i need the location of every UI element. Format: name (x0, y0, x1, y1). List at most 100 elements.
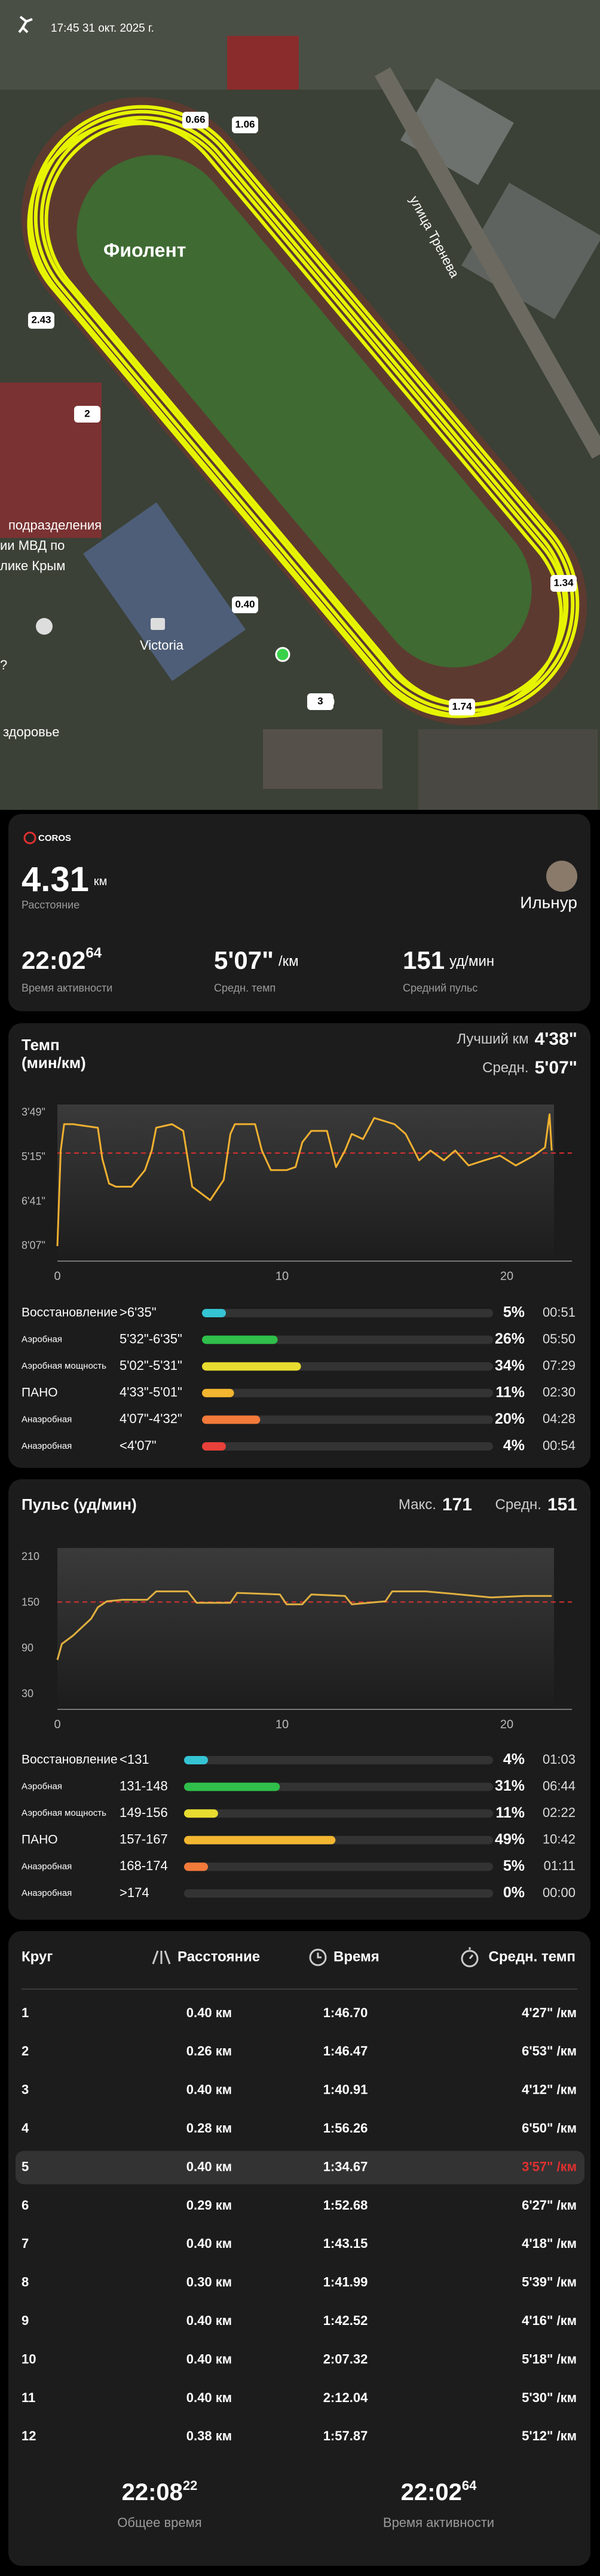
zone-name: Аэробная (22, 1335, 62, 1345)
lap-pace: 4'16" /км (522, 2313, 577, 2328)
zone-bar (202, 1335, 278, 1344)
total-time: 22:0822 (122, 2478, 198, 2505)
lap-distance: 0.30 км (186, 2275, 232, 2290)
place-label: здоровье (3, 724, 60, 739)
lap-number: 12 (22, 2428, 36, 2443)
lap-distance: 0.26 км (186, 2043, 232, 2058)
y-tick-label: 3'49" (22, 1106, 45, 1118)
zone-name: Восстановление (22, 1753, 118, 1767)
zone-percent: 11% (495, 1804, 525, 1821)
lap-number: 4 (22, 2121, 29, 2136)
y-tick-label: 30 (22, 1687, 33, 1699)
zone-time: 06:44 (543, 1778, 575, 1793)
km-marker: 0.40 (235, 598, 255, 610)
place-label: лике Крым (0, 558, 65, 573)
zone-name: Анаэробная (22, 1414, 72, 1424)
max-hr: Макс. 171 (399, 1495, 472, 1515)
zone-range: 5'02"-5'31" (120, 1358, 182, 1373)
avatar[interactable] (546, 861, 577, 892)
place-label: Victoria (140, 638, 184, 653)
lap-time: 1:41.99 (323, 2275, 368, 2290)
x-tick-label: 0 (54, 1269, 60, 1283)
zone-time: 10:42 (543, 1832, 575, 1847)
lap-pace: 6'53" /км (522, 2043, 577, 2058)
map[interactable]: Фиолент улица Тренева подразделения ии М… (0, 0, 600, 810)
data-line (56, 1590, 552, 1660)
active-time: 22:0264 (401, 2478, 477, 2505)
zone-range: 131-148 (120, 1778, 168, 1793)
distance: 4.31 км (22, 860, 107, 899)
zone-bar (202, 1388, 234, 1397)
lap-distance: 0.28 км (186, 2121, 232, 2136)
zone-range: 4'07"-4'32" (120, 1411, 182, 1426)
zone-bar (202, 1309, 226, 1317)
distance-label: Расстояние (22, 899, 79, 911)
km-marker-bg (307, 693, 333, 710)
place-label: ? (0, 657, 7, 672)
total-time-label: Общее время (117, 2515, 201, 2530)
y-tick-label: 5'15" (22, 1151, 45, 1162)
lap-pace: 4'18" /км (522, 2236, 577, 2251)
km-marker-bg (232, 117, 258, 133)
lap-pace: 5'12" /км (522, 2428, 577, 2443)
place-label: подразделения (8, 518, 102, 533)
zone-percent: 5% (503, 1858, 525, 1874)
zone-name: Аэробная мощность (22, 1808, 106, 1818)
avg-hr: Средн. 151 (495, 1495, 578, 1515)
lap-number: 10 (22, 2351, 36, 2366)
lap-pace: 6'27" /км (522, 2198, 577, 2213)
zone-track (202, 1415, 493, 1424)
zone-bar (202, 1442, 226, 1451)
plot-area (57, 1105, 554, 1261)
lap-number: 5 (22, 2159, 29, 2174)
x-tick-label: 20 (500, 1718, 513, 1731)
lap-time: 1:34.67 (323, 2159, 368, 2174)
lap-number: 8 (22, 2275, 29, 2290)
lap-number: 6 (22, 2198, 29, 2213)
lap-header: Круг (22, 1948, 53, 1965)
lap-pace: 5'30" /км (522, 2390, 577, 2405)
lap-time: 1:40.91 (323, 2082, 368, 2097)
zone-percent: 20% (495, 1411, 525, 1427)
lap-distance: 0.40 км (186, 2159, 232, 2174)
zone-percent: 49% (495, 1831, 525, 1847)
zone-name: ПАНО (22, 1385, 58, 1399)
zone-range: >6'35" (120, 1305, 157, 1320)
active-time-label: Время активности (22, 982, 112, 994)
km-marker: 3 (317, 695, 323, 706)
lap-distance: 0.40 км (186, 2236, 232, 2251)
km-marker-bg (449, 699, 475, 715)
km-marker-bg (550, 575, 577, 592)
zone-name: Анаэробная (22, 1441, 72, 1451)
zone-percent: 34% (495, 1357, 525, 1374)
zone-track (202, 1309, 493, 1317)
zone-track (184, 1889, 493, 1898)
avg-pace-label: Средн. темп (214, 982, 275, 994)
lap-pace: 4'12" /км (522, 2082, 577, 2097)
best-km: Лучший км 4'38" (457, 1029, 577, 1049)
zone-track (202, 1388, 493, 1397)
lap-distance: 0.40 км (186, 2351, 232, 2366)
lap-header: Расстояние (177, 1948, 260, 1965)
zone-percent: 4% (503, 1751, 525, 1768)
lap-number: 3 (22, 2082, 29, 2097)
lap-time: 1:46.70 (323, 2005, 368, 2020)
lap-distance: 0.38 км (186, 2428, 232, 2443)
y-tick-label: 8'07" (22, 1240, 45, 1252)
lap-time: 1:42.52 (323, 2313, 368, 2328)
lap-time: 2:07.32 (323, 2351, 368, 2366)
zone-range: <4'07" (120, 1438, 157, 1453)
user-name: Ильнур (520, 893, 577, 911)
chart-title: Пульс (уд/мин) (22, 1495, 137, 1513)
lap-time: 1:46.47 (323, 2043, 368, 2058)
zone-range: >174 (120, 1885, 149, 1900)
laps-card (8, 1931, 590, 2566)
status-time: 17:45 31 окт. 2025 г. (51, 22, 154, 35)
km-marker-bg (74, 406, 100, 423)
active-time: 22:0264 (22, 945, 102, 974)
y-tick-label: 90 (22, 1642, 33, 1654)
zone-percent: 26% (495, 1330, 525, 1347)
avg-hr-label: Средний пульс (403, 982, 477, 994)
zone-name: Анаэробная (22, 1888, 72, 1898)
